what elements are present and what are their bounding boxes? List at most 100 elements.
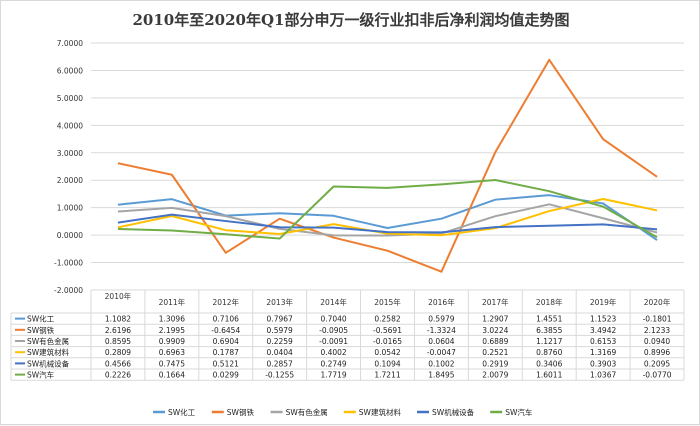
table-cell-value: 0.1002 (428, 359, 454, 368)
table-cell-value: 2.1233 (644, 326, 670, 335)
table-cell-value: 1.3096 (159, 315, 185, 324)
table-cell-value: 0.2226 (105, 371, 131, 380)
x-tick-label: 2018年 (536, 297, 563, 307)
table-cell-value: 0.7967 (267, 315, 293, 324)
series-line-5 (117, 213, 658, 234)
table-cell-value: 0.8996 (644, 348, 670, 357)
table-cell-value: 1.2907 (482, 315, 508, 324)
legend-item-4: SW建筑材料 (343, 407, 401, 417)
table-cell-value: 3.4942 (590, 326, 616, 335)
table-cell-value: 1.1082 (105, 315, 131, 324)
table-cell-value: 2.1995 (159, 326, 185, 335)
table-cell-value: 0.2521 (482, 348, 508, 357)
x-tick-label: 2015年 (374, 297, 401, 307)
table-cell-value: 1.4551 (536, 315, 562, 324)
table-cell-value: 0.5121 (213, 359, 239, 368)
table-cell-value: 0.0542 (374, 348, 400, 357)
legend-item-6: SW汽车 (490, 407, 533, 417)
table-cell-value: 0.0940 (644, 337, 670, 346)
legend-item-5: SW机械设备 (417, 407, 475, 417)
table-cell-value: -0.0770 (643, 371, 672, 380)
table-cell-value: 1.1217 (536, 337, 562, 346)
table-cell-value: -1.3324 (427, 326, 456, 335)
table-row-label: SW化工 (27, 314, 55, 324)
legend-label: SW汽车 (505, 407, 533, 417)
table-cell-value: 0.3406 (536, 359, 562, 368)
table-cell-value: 1.8495 (428, 371, 454, 380)
table-cell-value: 0.8760 (536, 348, 562, 357)
table-cell-value: 6.3855 (536, 326, 562, 335)
x-tick-label: 2020年 (644, 297, 671, 307)
y-axis: -2.0000 -1.0000 0.0000 1.0000 2.0000 3.0000 4.… (54, 39, 83, 295)
table-cell-value: 2.6196 (105, 326, 131, 335)
table-row-label: SW机械设备 (27, 358, 70, 368)
table-cell-value: 0.2582 (374, 315, 400, 324)
table-row-label: SW汽车 (27, 370, 55, 380)
table-cell-value: 0.8595 (105, 337, 131, 346)
table-cell-value: 1.6011 (536, 371, 562, 380)
table-cell-value: 0.2809 (105, 348, 131, 357)
series-line-3 (117, 203, 658, 237)
data-table: 2010年 2011年 2012年 2013年 2014年 2015年 2016年 2017年… (10, 290, 685, 381)
table-cell-value: 0.7475 (159, 359, 185, 368)
table-cell-value: -0.0047 (427, 348, 456, 357)
table-cell-value: 0.6904 (213, 337, 239, 346)
table-cell-value: 1.0367 (590, 371, 616, 380)
x-tick-label: 2014年 (320, 297, 347, 307)
table-cell-value: 0.2749 (320, 359, 346, 368)
legend-label: SW有色金属 (286, 407, 328, 417)
series-line-4 (117, 197, 658, 237)
table-cell-value: -0.0091 (319, 337, 348, 346)
x-tick-label: 2019年 (590, 297, 617, 307)
y-tick-label: 1.0000 (57, 204, 83, 213)
table-cell-value: 0.0604 (428, 337, 454, 346)
series-lines (117, 58, 658, 273)
table-cell-value: 0.3903 (590, 359, 616, 368)
table-cell-value: 1.3169 (590, 348, 616, 357)
table-cell-value: -0.6454 (211, 326, 240, 335)
series-line-2 (117, 58, 658, 273)
table-cell-value: 0.6963 (159, 348, 185, 357)
chart-title: 2010年至2020年Q1部分申万一级行业扣非后净利润均值走势图 (132, 11, 569, 29)
table-cell-value: 0.0404 (267, 348, 293, 357)
y-tick-label: -1.0000 (54, 259, 83, 268)
table-cell-value: 2.0079 (482, 371, 508, 380)
y-tick-label: 4.0000 (57, 121, 83, 130)
x-tick-label: 2013年 (266, 297, 293, 307)
table-cell-value: 0.6153 (590, 337, 616, 346)
table-row-label: SW钢铁 (27, 325, 55, 335)
legend-item-2: SW钢铁 (211, 407, 254, 417)
y-tick-label: 3.0000 (57, 149, 83, 158)
table-cell-value: 0.7040 (320, 315, 346, 324)
y-tick-label: 6.0000 (57, 66, 83, 75)
table-cell-value: -0.0905 (319, 326, 348, 335)
legend-item-1: SW化工 (153, 407, 196, 417)
series-line-6 (117, 179, 658, 240)
table-cell-value: 0.7106 (213, 315, 239, 324)
table-cell-value: 0.6889 (482, 337, 508, 346)
table-cell-value: -0.1801 (643, 315, 672, 324)
table-cell-value: 0.1094 (374, 359, 400, 368)
table-row-label: SW有色金属 (27, 336, 69, 346)
table-cell-value: 0.4566 (105, 359, 131, 368)
table-cell-value: 0.5979 (267, 326, 293, 335)
y-tick-label: 5.0000 (57, 94, 83, 103)
series-line-1 (117, 194, 658, 241)
table-cell-value: 0.2259 (267, 337, 293, 346)
legend-item-3: SW有色金属 (270, 407, 328, 417)
table-cell-value: 0.9909 (159, 337, 185, 346)
legend: SW化工 SW钢铁 SW有色金属 SW建筑材料 SW机械设备 SW汽车 (153, 407, 533, 417)
table-cell-value: 0.2095 (644, 359, 670, 368)
table-cell-value: 0.1787 (213, 348, 239, 357)
x-tick-label: 2017年 (482, 297, 509, 307)
table-cell-value: 0.2919 (482, 359, 508, 368)
table-cell-value: 0.2857 (267, 359, 293, 368)
table-cell-value: -0.0165 (373, 337, 402, 346)
table-cell-value: 0.0299 (213, 371, 239, 380)
table-cell-value: 1.7719 (320, 371, 346, 380)
table-cell-value: 3.0224 (482, 326, 508, 335)
table-cell-value: 0.4002 (320, 348, 346, 357)
table-cell-value: 1.1523 (590, 315, 616, 324)
table-cell-value: 0.5979 (428, 315, 454, 324)
